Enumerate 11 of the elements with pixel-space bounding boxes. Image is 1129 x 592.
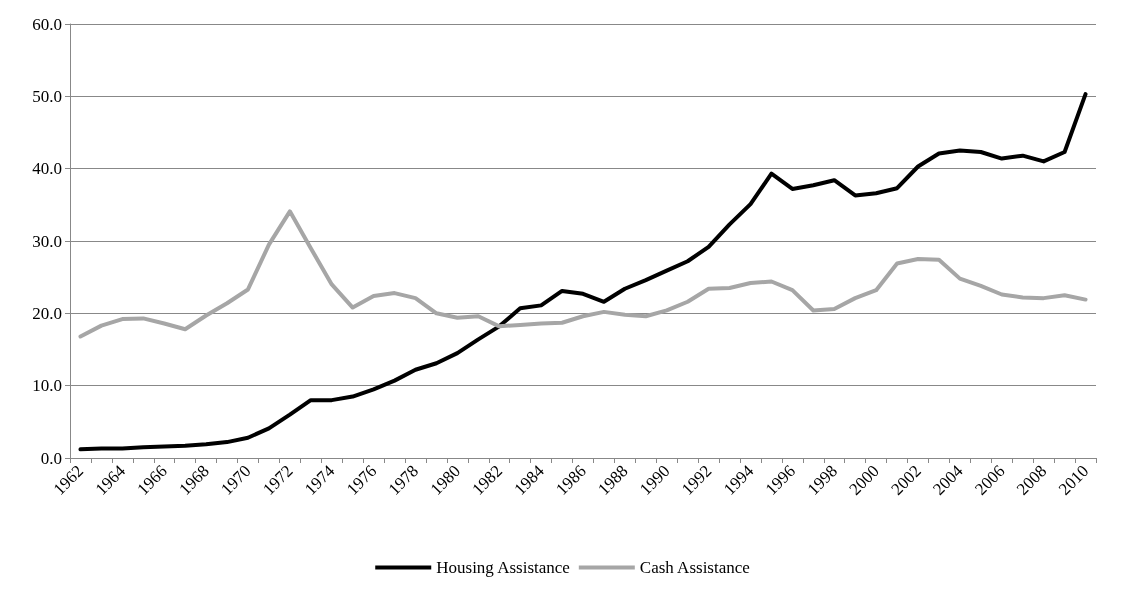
y-tick-label: 50.0	[32, 86, 62, 106]
legend-label: Cash Assistance	[639, 558, 750, 577]
legend-label: Housing Assistance	[436, 558, 570, 577]
y-tick-label: 20.0	[32, 303, 62, 323]
y-tick-label: 10.0	[32, 376, 62, 396]
line-series	[78, 92, 1088, 452]
y-tick-label: 60.0	[32, 14, 62, 34]
y-tick-label: 0.0	[40, 448, 62, 468]
y-tick-label: 30.0	[32, 231, 62, 251]
line-series	[78, 209, 1088, 339]
y-tick-label: 40.0	[32, 159, 62, 179]
